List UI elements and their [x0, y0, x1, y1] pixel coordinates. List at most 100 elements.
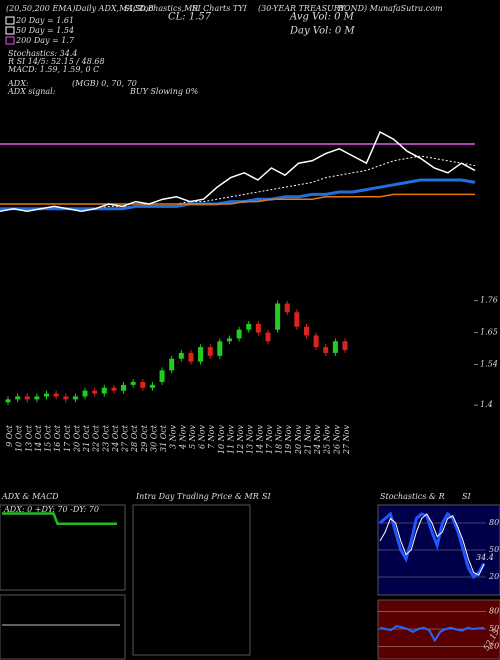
day-volume: Day Vol: 0 M	[289, 26, 355, 37]
x-tick-label: 12 Nov	[236, 425, 245, 455]
y-tick-label: 80	[489, 607, 499, 616]
panel-title: SI	[462, 492, 471, 501]
x-tick-label: 29 Oct	[140, 424, 149, 453]
x-tick-label: 14 Oct	[34, 424, 43, 452]
candle-body	[15, 396, 21, 400]
x-tick-label: 3 Nov	[169, 425, 178, 449]
candle-body	[121, 384, 127, 391]
macd-panel	[0, 594, 126, 660]
y-tick-label: 50	[489, 545, 499, 554]
candle-body	[236, 329, 242, 339]
y-tick-label: 1.54	[480, 360, 498, 369]
candle-body	[265, 332, 271, 342]
candle-body	[72, 396, 78, 400]
indicator-text: MACD: 1.59, 1.59, 0 C	[7, 65, 99, 74]
x-tick-label: 22 Oct	[92, 424, 101, 453]
x-tick-label: 10 Oct	[15, 424, 24, 452]
ma-line	[0, 193, 475, 205]
ma-line	[0, 178, 476, 211]
x-tick-label: 21 Nov	[303, 425, 312, 456]
x-tick-label: 16 Oct	[53, 424, 62, 452]
rsi-panel	[377, 599, 500, 660]
candle-body	[217, 341, 223, 356]
candle-body	[5, 399, 11, 403]
candle-body	[149, 384, 155, 388]
price-line	[0, 130, 476, 212]
candle-body	[275, 303, 281, 330]
header-text: SI,Stochastics,MR	[124, 4, 198, 13]
x-tick-label: 27 Oct	[121, 424, 130, 453]
indicator-text: ADX signal:	[7, 87, 56, 96]
x-tick-label: 9 Oct	[5, 424, 14, 447]
candle-body	[246, 323, 252, 330]
x-tick-label: 27 Nov	[342, 425, 351, 456]
candle-body	[294, 312, 300, 327]
indicator-text: (MGB) 0, 70, 70	[72, 79, 137, 88]
adx-panel	[0, 504, 126, 591]
legend-label: 200 Day = 1.7	[15, 36, 75, 45]
y-tick-label: 20	[488, 572, 499, 581]
candle-body	[255, 323, 261, 333]
x-tick-label: 24 Oct	[111, 424, 120, 453]
y-tick-label: 20	[488, 641, 499, 650]
candle-body	[130, 381, 136, 385]
stoch-line	[379, 513, 485, 576]
candle-body	[313, 335, 319, 348]
x-tick-label: 21 Oct	[82, 424, 91, 453]
panel-title: ADX & MACD	[1, 492, 59, 501]
x-tick-label: 5 Nov	[188, 425, 197, 449]
candle-body	[284, 303, 290, 313]
adx-annotation: ADX: 0 +DY: 70 -DY: 70	[3, 505, 99, 514]
y-tick-label: 80	[489, 518, 499, 527]
panel-title: Stochastics & R	[380, 492, 445, 501]
candle-body	[332, 341, 338, 353]
x-tick-label: 23 Oct	[101, 424, 110, 453]
candle-body	[342, 341, 348, 350]
header-text: SI Charts TYI	[192, 4, 248, 13]
x-tick-label: 18 Nov	[275, 425, 284, 455]
legend-swatch	[5, 16, 15, 25]
candle-body	[111, 387, 117, 391]
y-tick-label: 1.4	[480, 400, 493, 409]
panel-title: Intra Day Trading Price & MR	[135, 492, 259, 501]
x-tick-label: 10 Nov	[217, 425, 226, 455]
candle-body	[226, 338, 232, 342]
x-tick-label: 17 Nov	[265, 425, 274, 455]
x-tick-label: 26 Nov	[332, 425, 341, 456]
indicator-text: R SI 14/5: 52.15 / 48.68	[7, 57, 105, 66]
x-tick-label: 17 Oct	[63, 424, 72, 452]
candle-body	[24, 396, 30, 400]
x-tick-label: 11 Nov	[226, 425, 235, 455]
x-tick-label: 24 Nov	[313, 425, 322, 456]
candle-body	[303, 326, 309, 336]
y-tick-label: 1.76	[480, 296, 498, 305]
x-tick-label: 28 Oct	[130, 424, 139, 453]
rsi-line	[379, 625, 485, 643]
x-tick-label: 7 Nov	[207, 425, 216, 449]
legend-swatch	[5, 26, 15, 35]
adx-line	[2, 512, 117, 525]
candle-body	[178, 352, 184, 359]
indicator-text: Stochastics: 34.4	[8, 49, 77, 58]
indicator-text: BUY Slowing 0%	[129, 87, 199, 96]
candle-body	[198, 347, 204, 362]
candle-body	[207, 347, 213, 356]
x-tick-label: 20 Nov	[294, 425, 303, 456]
stoch-line	[379, 511, 486, 580]
x-tick-label: 30 Oct	[149, 424, 158, 452]
candle-body	[323, 347, 329, 353]
x-tick-label: 25 Nov	[323, 425, 332, 456]
legend-swatch	[5, 36, 15, 45]
x-tick-label: 14 Nov	[255, 425, 264, 455]
y-tick-label: 1.65	[480, 328, 498, 337]
candle-body	[188, 352, 194, 362]
x-tick-label: 13 Nov	[246, 425, 255, 455]
candle-body	[53, 393, 59, 397]
ma-line	[0, 155, 476, 210]
legend-label: 50 Day = 1.54	[16, 26, 74, 35]
indicator-text: ADX:	[7, 79, 29, 88]
x-tick-label: 20 Oct	[72, 424, 81, 453]
header-text: BOND) MunafaSutra.com	[337, 4, 443, 13]
